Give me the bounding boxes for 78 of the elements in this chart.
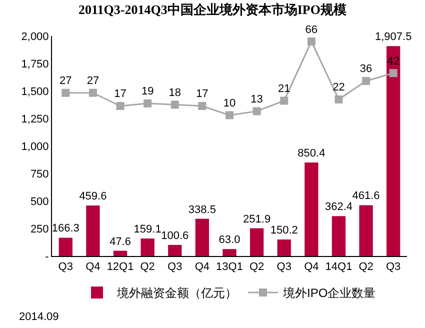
- point: [116, 102, 124, 110]
- point: [226, 111, 234, 120]
- data-label: 338.5: [188, 204, 216, 216]
- data-label: 17: [114, 88, 126, 100]
- y-tick-label: 250: [30, 223, 49, 236]
- y-tick-label: 1,750: [21, 58, 49, 70]
- data-label: 17: [196, 88, 208, 100]
- bar: [250, 228, 264, 256]
- data-label: 66: [305, 24, 318, 36]
- data-label: 150.2: [270, 224, 298, 236]
- data-label: 18: [168, 86, 182, 99]
- data-label: 27: [60, 75, 72, 88]
- bar: [140, 238, 154, 256]
- data-label: 159.1: [134, 224, 162, 236]
- data-label: 27: [86, 75, 100, 88]
- point: [389, 69, 398, 78]
- data-label: 47.6: [110, 236, 131, 248]
- y-tick-label: 500: [30, 196, 49, 208]
- bar: [386, 46, 400, 256]
- bar: [332, 216, 346, 256]
- x-tick-label: 13Q1: [216, 261, 243, 274]
- point: [62, 88, 70, 97]
- x-tick-label: Q3: [386, 261, 401, 274]
- x-tick-label: Q4: [86, 261, 100, 274]
- point: [362, 76, 370, 85]
- x-tick-label: Q2: [358, 261, 374, 274]
- bar: [168, 244, 182, 256]
- data-label: 362.4: [324, 201, 352, 214]
- x-tick-label: Q3: [276, 261, 292, 274]
- data-label: 459.6: [79, 190, 107, 202]
- bar: [359, 205, 373, 256]
- point: [334, 95, 343, 104]
- data-label: 21: [278, 82, 290, 95]
- bar: [304, 162, 318, 256]
- x-tick-label: Q3: [168, 261, 182, 274]
- data-label: 13: [250, 94, 263, 106]
- data-label: 36: [360, 63, 372, 76]
- y-tick-label: 2,000: [21, 30, 49, 43]
- point: [170, 100, 179, 109]
- y-tick-label: 750: [30, 168, 49, 180]
- point: [144, 99, 152, 108]
- data-label: 100.6: [161, 230, 189, 242]
- data-label: 850.4: [298, 147, 326, 160]
- bar: [195, 218, 210, 256]
- legend-label: 境外IPO企业数量: [282, 286, 376, 300]
- x-tick-label: 12Q1: [106, 261, 134, 274]
- bar: [58, 238, 72, 256]
- y-tick-label: 1,000: [21, 140, 49, 153]
- data-label: 166.3: [52, 222, 80, 235]
- point: [252, 107, 261, 116]
- chart-title: 2011Q3-2014Q3中国企业境外资本市场IPO规模: [78, 2, 346, 18]
- data-label: 10: [223, 97, 236, 110]
- data-label: 1,907.5: [374, 31, 412, 44]
- data-label: 19: [141, 86, 154, 98]
- point: [198, 102, 206, 110]
- bar: [222, 249, 236, 256]
- data-label: 42: [387, 55, 400, 68]
- x-tick-label: Q2: [140, 261, 155, 274]
- y-tick-label: -: [45, 250, 50, 263]
- bar: [113, 250, 128, 256]
- point: [280, 96, 288, 105]
- data-label: 251.9: [243, 213, 271, 226]
- point: [88, 88, 97, 97]
- data-label: 63.0: [218, 234, 240, 246]
- y-tick-label: 1,250: [21, 113, 49, 126]
- x-tick-label: 14Q1: [325, 261, 352, 274]
- data-label: 461.6: [352, 190, 380, 202]
- data-label: 22: [332, 82, 345, 94]
- x-tick-label: Q4: [194, 261, 210, 274]
- x-tick-label: Q3: [58, 261, 73, 274]
- bar: [86, 205, 100, 256]
- x-tick-label: Q4: [304, 261, 319, 274]
- legend-label: 境外融资金额（亿元）: [116, 286, 237, 300]
- text: 2014.09: [19, 311, 59, 323]
- y-tick-label: 1,500: [21, 86, 49, 98]
- bar: [277, 239, 291, 256]
- x-tick-label: Q2: [249, 261, 264, 274]
- point: [307, 38, 316, 46]
